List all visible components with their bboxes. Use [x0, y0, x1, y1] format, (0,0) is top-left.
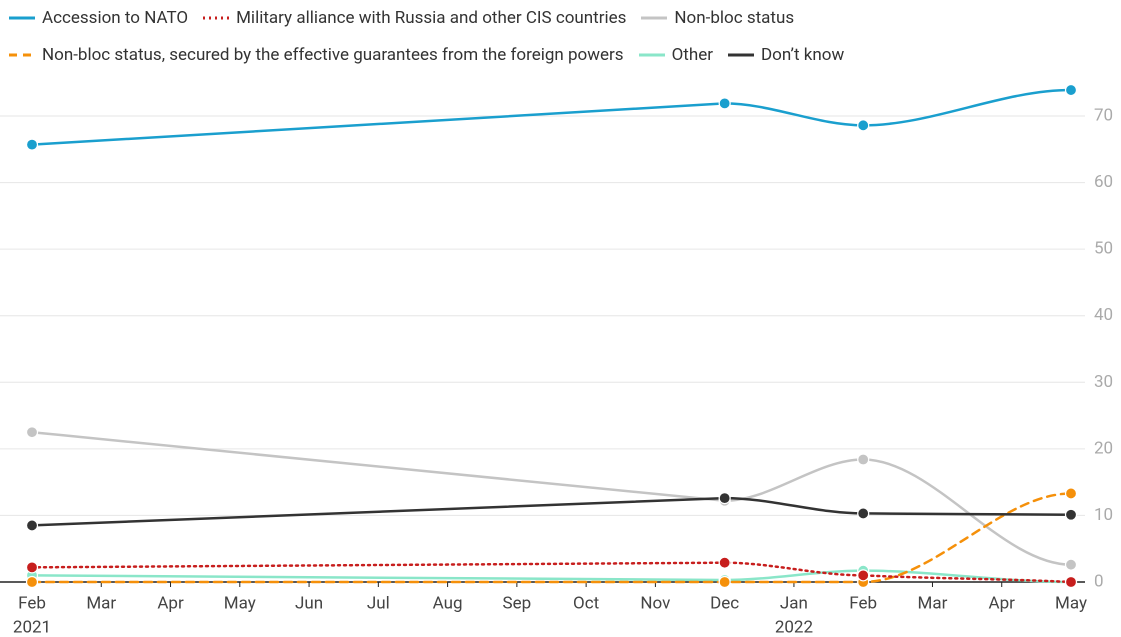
data-point [718, 492, 731, 505]
x-tick-label: Mar [918, 593, 948, 613]
data-point [1064, 575, 1078, 589]
x-tick-label: Jan [780, 593, 808, 613]
legend-swatch [638, 53, 665, 57]
x-tick-year: 2021 [13, 617, 51, 637]
data-point [1064, 487, 1078, 500]
x-tick-label: Feb [18, 593, 46, 613]
y-tick-label: 30 [1094, 372, 1113, 392]
x-tick-year: 2022 [775, 617, 813, 637]
x-tick-label: Sep [503, 593, 532, 613]
y-tick-label: 40 [1094, 305, 1113, 325]
data-point [718, 556, 731, 569]
data-point [857, 507, 870, 520]
legend-swatch [641, 16, 668, 20]
series-line [30, 496, 1073, 527]
legend-item: Military alliance with Russia and other … [202, 6, 626, 30]
series-line [30, 88, 1073, 146]
x-tick-label: Aug [433, 593, 463, 613]
legend-label: Military alliance with Russia and other … [236, 8, 627, 28]
x-tick-label: Nov [640, 593, 670, 613]
legend-item: Non-bloc status [640, 6, 794, 30]
x-tick-label: Oct [573, 593, 599, 613]
x-tick-label: Dec [710, 593, 739, 613]
x-tick-label: May [224, 593, 256, 613]
data-point [1064, 83, 1078, 97]
y-tick-label: 60 [1094, 172, 1113, 192]
x-tick-label: Feb [849, 593, 877, 613]
x-tick-label: May [1055, 593, 1087, 613]
legend-swatch [9, 16, 35, 20]
y-tick-label: 10 [1094, 505, 1113, 525]
data-point [718, 575, 731, 589]
x-tick-label: Jun [295, 593, 323, 613]
legend-swatch [203, 16, 230, 20]
data-point [25, 575, 39, 589]
legend-label: Other [671, 45, 713, 65]
data-point [1064, 558, 1078, 571]
y-tick-label: 70 [1094, 105, 1113, 125]
y-tick-label: 50 [1094, 239, 1113, 259]
legend-label: Accession to NATO [42, 8, 189, 28]
series-line [30, 492, 1073, 584]
data-point [25, 426, 39, 439]
legend: Accession to NATO Military alliance with … [8, 6, 968, 67]
legend-swatch [727, 53, 754, 57]
data-point [25, 138, 39, 151]
x-tick-label: Apr [989, 593, 1016, 613]
series-line [30, 430, 1073, 566]
legend-swatch [9, 53, 35, 57]
legend-label: Non-bloc status, secured by the effectiv… [42, 45, 624, 65]
data-point [25, 561, 39, 574]
data-point [857, 453, 870, 466]
legend-label: Non-bloc status [674, 8, 795, 28]
y-tick-label: 20 [1094, 438, 1113, 458]
data-point [25, 519, 39, 532]
x-tick-label: Mar [86, 593, 116, 613]
legend-item: Don’t know [727, 43, 844, 67]
legend-item: Other [638, 43, 713, 67]
y-tick-label: 0 [1094, 571, 1104, 591]
data-point [857, 569, 870, 582]
legend-label: Don’t know [760, 45, 845, 65]
legend-item: Non-bloc status, secured by the effectiv… [8, 43, 624, 67]
x-tick-label: Jul [367, 593, 390, 613]
data-point [857, 119, 870, 132]
x-tick-label: Apr [157, 593, 184, 613]
data-point [718, 97, 731, 110]
legend-item: Accession to NATO [8, 6, 188, 30]
data-point [1064, 508, 1078, 521]
